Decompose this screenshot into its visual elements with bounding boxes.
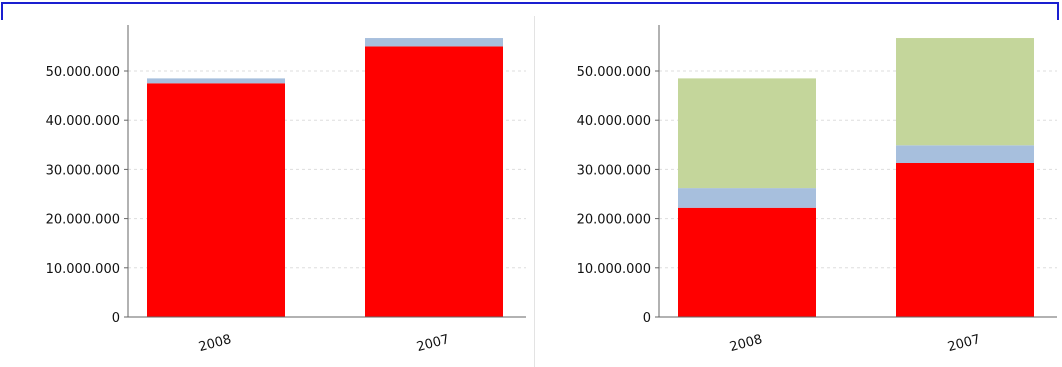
y-tick-label: 20.000.000	[46, 213, 120, 228]
bar-2007-segment-2[interactable]	[896, 38, 1034, 146]
x-category-label: 2008	[728, 332, 764, 355]
frame-left-border	[1, 2, 3, 20]
bar-2007-segment-1[interactable]	[365, 38, 503, 47]
y-tick-label: 20.000.000	[577, 213, 651, 228]
y-tick-label: 40.000.000	[577, 114, 651, 129]
y-tick-label: 30.000.000	[577, 163, 651, 178]
bar-2007-segment-1[interactable]	[896, 145, 1034, 164]
y-tick-label: 50.000.000	[46, 65, 120, 80]
y-tick-label: 40.000.000	[46, 114, 120, 129]
x-category-label: 2008	[197, 332, 233, 355]
x-category-label: 2007	[946, 332, 982, 355]
revenue-chart-right: 0 10.000.000 20.000.000 30.000.000 40.000.00…	[577, 25, 1057, 355]
bar-2008-segment-0[interactable]	[147, 83, 285, 317]
bar-2007-segment-0[interactable]	[365, 46, 503, 318]
bar-2008-segment-2[interactable]	[678, 78, 816, 189]
y-tick-label: 10.000.000	[577, 262, 651, 277]
bar-2007-segment-0[interactable]	[896, 163, 1034, 317]
y-tick-label: 30.000.000	[46, 163, 120, 178]
x-category-label: 2007	[415, 332, 451, 355]
bar-2008-segment-1[interactable]	[147, 78, 285, 84]
y-tick-label: 0	[112, 311, 120, 326]
y-tick-label: 0	[643, 311, 651, 326]
bar-2008-segment-0[interactable]	[678, 207, 816, 317]
chart-divider	[534, 16, 535, 367]
frame-top-border	[1, 2, 1059, 4]
revenue-chart-left: 0 10.000.000 20.000.000 30.000.000 40.000.00…	[46, 25, 526, 355]
y-tick-label: 50.000.000	[577, 65, 651, 80]
bar-2008-segment-1[interactable]	[678, 188, 816, 208]
frame-right-border	[1057, 2, 1059, 20]
y-tick-label: 10.000.000	[46, 262, 120, 277]
